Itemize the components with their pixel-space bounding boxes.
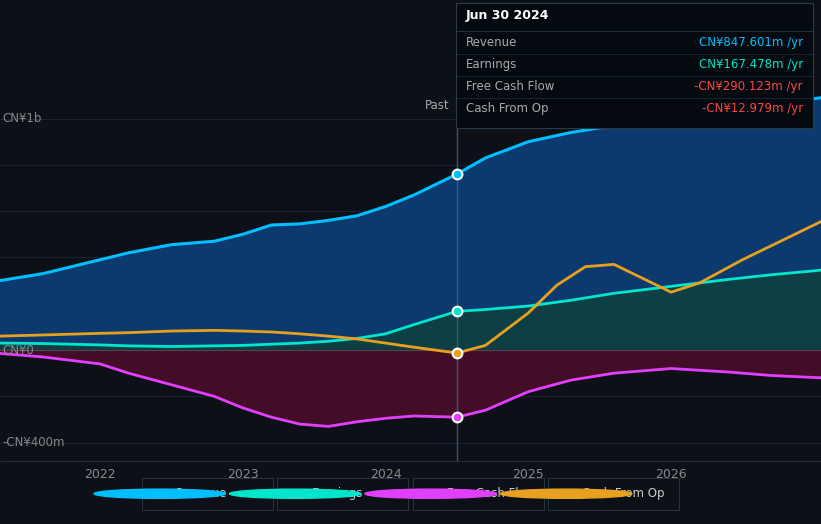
Text: Jun 30 2024: Jun 30 2024 xyxy=(466,9,549,22)
Circle shape xyxy=(501,489,632,498)
Text: Cash From Op: Cash From Op xyxy=(583,487,665,500)
Text: Revenue: Revenue xyxy=(177,487,227,500)
Text: CN¥167.478m /yr: CN¥167.478m /yr xyxy=(699,58,803,71)
Text: -CN¥400m: -CN¥400m xyxy=(2,436,66,449)
Text: Free Cash Flow: Free Cash Flow xyxy=(447,487,535,500)
Text: -CN¥12.979m /yr: -CN¥12.979m /yr xyxy=(702,102,803,115)
Text: Past: Past xyxy=(425,99,450,112)
Text: Cash From Op: Cash From Op xyxy=(466,102,548,115)
Text: -CN¥290.123m /yr: -CN¥290.123m /yr xyxy=(695,80,803,93)
Text: Revenue: Revenue xyxy=(466,36,517,49)
Circle shape xyxy=(230,489,361,498)
Text: CN¥847.601m /yr: CN¥847.601m /yr xyxy=(699,36,803,49)
Text: CN¥0: CN¥0 xyxy=(2,344,34,356)
Text: Free Cash Flow: Free Cash Flow xyxy=(466,80,554,93)
Text: Earnings: Earnings xyxy=(466,58,517,71)
Text: Earnings: Earnings xyxy=(312,487,363,500)
Text: Analysts Forecasts: Analysts Forecasts xyxy=(464,99,574,112)
Circle shape xyxy=(94,489,225,498)
Circle shape xyxy=(365,489,496,498)
Text: CN¥1b: CN¥1b xyxy=(2,112,42,125)
